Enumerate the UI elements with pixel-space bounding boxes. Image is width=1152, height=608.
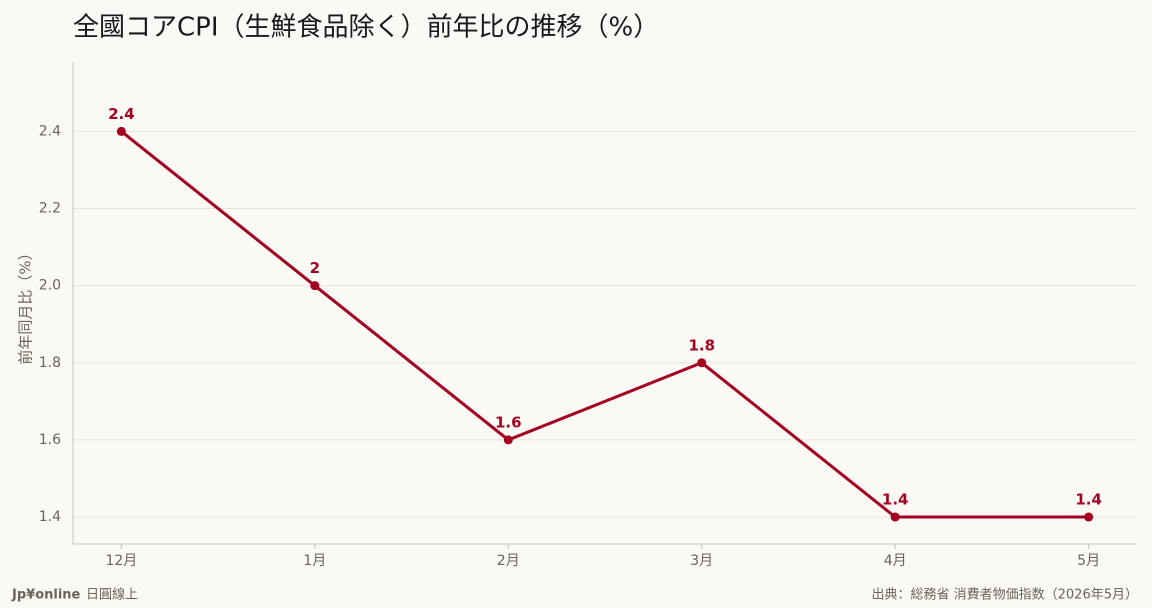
y-tick-label: 2.0 [39, 278, 61, 294]
y-tick-label: 2.2 [39, 201, 61, 217]
value-label: 2 [310, 259, 320, 277]
point [310, 281, 320, 291]
point [116, 126, 126, 136]
x-tick-label: 4月 [884, 553, 907, 569]
point [890, 512, 900, 522]
x-tick-label: 2月 [497, 553, 520, 569]
y-axis-label: 前年同月比（%） [17, 245, 35, 364]
brand: Jp¥online [11, 588, 81, 603]
value-label: 1.4 [882, 491, 909, 509]
chart-title: 全國コアCPI（生鮮食品除く）前年比の推移（%） [73, 13, 659, 43]
y-tick-label: 2.4 [39, 123, 61, 139]
value-label: 1.6 [495, 413, 522, 431]
y-tick-label: 1.4 [39, 509, 61, 525]
x-tick-label: 12月 [105, 553, 137, 569]
x-tick-label: 3月 [690, 553, 713, 569]
value-label: 1.8 [688, 336, 715, 354]
x-tick-label: 1月 [303, 553, 326, 569]
value-label: 2.4 [108, 105, 135, 123]
brand-sub: 日圓線上 [86, 587, 138, 603]
x-tick-label: 5月 [1077, 553, 1100, 569]
y-tick-label: 1.8 [39, 355, 61, 371]
value-label: 1.4 [1075, 491, 1102, 509]
point [503, 435, 513, 445]
y-tick-label: 1.6 [39, 432, 61, 448]
line [120, 130, 1089, 519]
source: 出典：総務省 消費者物価指数（2026年5月） [872, 588, 1139, 603]
point [697, 358, 707, 368]
point [1084, 512, 1094, 522]
